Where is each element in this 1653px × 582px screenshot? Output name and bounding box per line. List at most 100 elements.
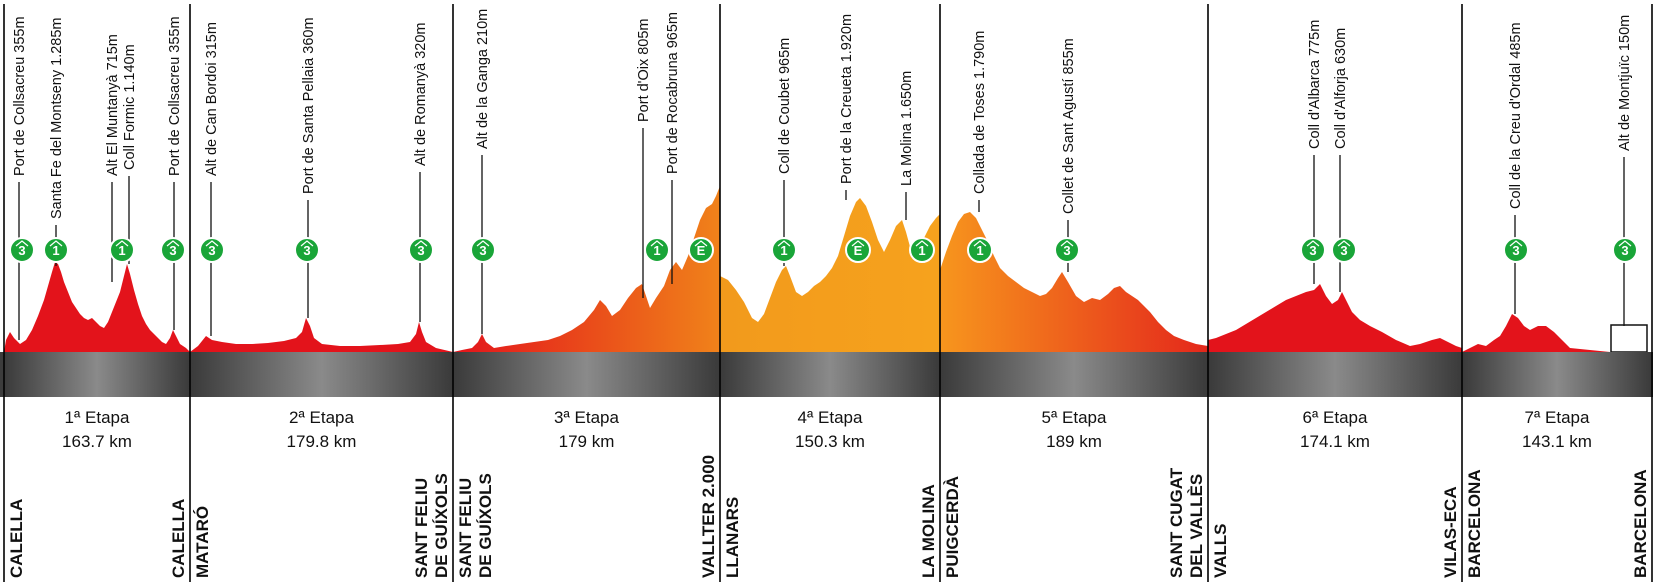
stage-block-etapa-1: 1ª Etapa 163.7 km CALELLA CALELLA [7,408,188,578]
start-town: SANT FELIU [456,478,475,578]
climb-name: Port de la Creueta 1.920m [839,14,855,184]
stage-title: 4ª Etapa [798,408,863,427]
stage-distance: 150.3 km [795,432,865,451]
start-town: VALLS [1211,524,1230,578]
profile-etapa-1 [4,262,190,352]
mountain-icon [1618,240,1632,247]
mountain-icon [49,240,63,247]
stage-distance: 163.7 km [62,432,132,451]
category-label: 1 [52,243,59,258]
climb-name: Collada de Toses 1.790m [972,31,988,194]
finish-town: BARCELONA [1631,469,1650,578]
category-badge: 3 [1300,237,1326,263]
climb-etapa-4-1: Coll de Coubet 965m 1 [771,38,797,266]
road-segment-etapa-6 [1208,352,1462,397]
category-badge: 3 [1331,237,1357,263]
mountain-icon [1337,240,1351,247]
mountain-icon [414,240,428,247]
finish-town: DEL VALLÈS [1187,474,1206,578]
category-badge: 1 [43,237,69,263]
category-badge: 3 [160,237,186,263]
climb-etapa-3-3: Port de Rocabruna 965m E [665,12,714,284]
category-badge: 1 [771,237,797,263]
climb-name: Coll d'Albarca 775m [1307,20,1323,149]
climb-etapa-3-1: Alt de la Ganga 210m 3 [470,9,496,334]
category-label: 3 [1063,243,1070,258]
climb-name: Collet de Sant Agustí 855m [1061,38,1077,214]
stage-block-etapa-4: 4ª Etapa 150.3 km LLANARS LA MOLINA [723,408,938,578]
profile-etapa-5 [940,212,1208,352]
finish-town: LA MOLINA [919,484,938,578]
climb-etapa-7-1: Coll de la Creu d'Ordal 485m 3 [1503,22,1529,314]
finish-town: CALELLA [169,499,188,578]
start-town: LLANARS [723,497,742,578]
start-town: PUIGCERDÀ [943,476,962,578]
stage-block-etapa-6: 6ª Etapa 174.1 km VALLS VILAS-ECA [1211,408,1460,578]
category-label: 1 [918,243,925,258]
stage-title: 2ª Etapa [289,408,354,427]
climb-etapa-3-2: Port d'Oix 805m 1 [636,18,670,298]
mountain-icon [300,240,314,247]
stage-block-etapa-5: 5ª Etapa 189 km PUIGCERDÀ SANT CUGAT DEL VAL… [943,408,1206,578]
road-segment-etapa-4 [720,352,940,397]
category-label: 3 [208,243,215,258]
category-label: 3 [18,243,25,258]
category-label: 3 [479,243,486,258]
category-label: 1 [118,243,125,258]
mountain-icon [851,240,865,247]
climb-name: Alt de Romanyà 320m [413,23,429,166]
mountain-icon [1060,240,1074,247]
climb-etapa-7-2: Alt de Montjuïc 150m 3 [1612,15,1638,326]
climb-name: Port de Rocabruna 965m [665,12,681,174]
climb-etapa-1-5: Port de Collsacreu 355m 3 [160,16,186,330]
category-badge: 1 [967,237,993,263]
mountain-icon [973,240,987,247]
profile-etapa-4 [720,198,940,352]
category-badge: 3 [1503,237,1529,263]
stage-block-etapa-2: 2ª Etapa 179.8 km MATARÓ SANT FELIU DE GUÍXO… [193,408,451,578]
category-badge: 3 [1054,237,1080,263]
climb-etapa-1-4: Coll Formic 1.140m 1 [109,44,138,264]
category-label: E [854,243,863,258]
climb-name: Alt El Muntanyà 715m [105,34,121,176]
road-segment-etapa-3 [453,352,720,397]
road-segment-etapa-2 [190,352,453,397]
category-badge: 1 [109,237,135,263]
climb-etapa-1-1: Port de Collsacreu 355m 3 [9,16,35,340]
stage-title: 5ª Etapa [1042,408,1107,427]
category-badge: 1 [644,237,670,263]
climb-name: Alt de Can Bordoi 315m [204,22,220,176]
mountain-icon [15,240,29,247]
stage-distance: 179.8 km [287,432,357,451]
mountain-icon [1509,240,1523,247]
category-badge: 3 [199,237,225,263]
profile-etapa-7 [1462,314,1652,352]
climb-name: Coll Formic 1.140m [122,44,138,170]
mountain-icon [115,240,129,247]
climb-name: Alt de la Ganga 210m [475,9,491,149]
stage-dividers [3,4,1653,582]
category-label: 3 [169,243,176,258]
mountain-icon [166,240,180,247]
elevation-profiles [4,186,1652,353]
category-label: E [697,243,706,258]
start-town: DE GUÍXOLS [476,473,495,578]
stage-distance: 179 km [559,432,615,451]
mountain-icon [777,240,791,247]
finish-town: SANT FELIU [412,478,431,578]
climb-etapa-6-1: Coll d'Albarca 775m 3 [1300,20,1326,284]
category-label: 1 [653,243,660,258]
category-label: 3 [303,243,310,258]
climb-etapa-4-2: Port de la Creueta 1.920m E [839,14,871,263]
category-badge: 1 [909,237,935,263]
category-label: 3 [417,243,424,258]
road-band [0,352,1653,397]
climb-etapa-5-1: Collada de Toses 1.790m 1 [967,31,993,263]
category-badge: E [845,237,871,263]
stage-labels: 1ª Etapa 163.7 km CALELLA CALELLA 2ª Etapa 17… [7,408,1650,578]
stage-title: 1ª Etapa [65,408,130,427]
climb-name: Port de Collsacreu 355m [167,16,183,176]
climb-etapa-6-2: Coll d'Alforja 630m 3 [1331,28,1357,292]
mountain-icon [476,240,490,247]
climb-name: Coll de la Creu d'Ordal 485m [1508,22,1524,209]
